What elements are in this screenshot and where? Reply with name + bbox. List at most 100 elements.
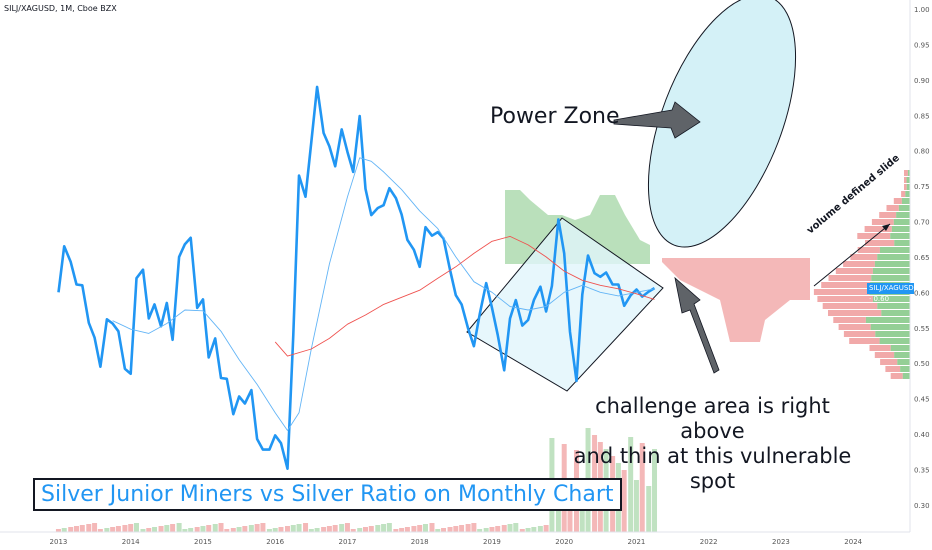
volume-profile-bar xyxy=(833,317,866,323)
volume-profile-bar xyxy=(865,317,910,323)
volume-bar xyxy=(441,528,447,532)
volume-bar xyxy=(74,526,80,532)
volume-bar xyxy=(133,523,139,532)
volume-bar xyxy=(344,523,350,532)
volume-bar xyxy=(628,437,634,532)
annotation-arrows xyxy=(613,101,891,374)
volume-bar xyxy=(531,527,537,532)
volume-bar xyxy=(447,527,453,532)
y-tick-label: 0.90 xyxy=(914,77,930,85)
x-tick-label: 2023 xyxy=(772,538,790,546)
volume-bar xyxy=(200,526,206,532)
x-tick-label: 2019 xyxy=(483,538,501,546)
volume-profile-bar xyxy=(850,254,878,260)
volume-bar xyxy=(639,443,645,532)
volume-bar xyxy=(61,528,67,532)
volume-profile-bar xyxy=(906,184,910,190)
volume-bar xyxy=(86,524,92,532)
x-tick-label: 2016 xyxy=(266,538,284,546)
volume-bar xyxy=(465,524,471,532)
volume-profile-bar xyxy=(828,275,872,281)
volume-bar xyxy=(489,527,495,532)
volume-profile-bar xyxy=(869,345,891,351)
volume-profile-bar xyxy=(886,205,899,211)
volume-bar xyxy=(170,524,176,532)
power-zone-arrow xyxy=(613,101,701,139)
volume-profile-bar xyxy=(874,352,895,358)
volume-profile-bar xyxy=(813,289,870,295)
volume-bar xyxy=(519,529,525,532)
volume-bar xyxy=(326,526,332,532)
volume-profile-bar xyxy=(900,366,910,372)
volume-bar xyxy=(404,527,410,532)
chart-ticker-label: SILJ/XAGUSD, 1M, Cboe BZX xyxy=(4,4,117,13)
volume-profile-bar xyxy=(905,191,910,197)
volume-bar xyxy=(152,527,158,532)
volume-bar xyxy=(507,524,513,532)
volume-bar xyxy=(314,528,320,532)
challenge-line-2: and thin at this vulnerable spot xyxy=(573,444,852,493)
volume-profile-bar xyxy=(890,233,910,239)
volume-bar xyxy=(501,525,507,532)
session-profile-red xyxy=(662,258,810,342)
volume-profile-bar xyxy=(879,247,910,253)
volume-bar xyxy=(248,525,254,532)
volume-bar xyxy=(471,523,477,532)
volume-profile-bar xyxy=(893,219,910,225)
x-tick-label: 2020 xyxy=(555,538,573,546)
challenge-arrow xyxy=(674,276,720,374)
y-tick-label: 0.30 xyxy=(914,502,930,510)
volume-bar xyxy=(308,529,314,532)
y-tick-label: 0.70 xyxy=(914,219,930,227)
volume-bar xyxy=(357,528,363,532)
volume-bar xyxy=(537,526,543,532)
volume-bar xyxy=(381,524,387,532)
slide-arrow-line xyxy=(813,223,891,287)
volume-profile-bar xyxy=(879,338,910,344)
volume-profile-bar xyxy=(857,233,891,239)
volume-bar xyxy=(513,523,519,532)
volume-bar xyxy=(92,523,98,532)
volume-bar xyxy=(303,523,309,532)
volume-bar xyxy=(429,523,435,532)
volume-bar xyxy=(284,526,290,532)
volume-bar xyxy=(579,493,585,532)
volume-profile-bar xyxy=(849,338,880,344)
volume-profile-bar xyxy=(902,373,910,379)
volume-profile-bar xyxy=(896,212,910,218)
y-tick-label: 0.65 xyxy=(914,254,930,262)
volume-bar xyxy=(176,523,182,532)
volume-bar xyxy=(422,524,428,532)
volume-bar xyxy=(393,529,399,532)
volume-bar xyxy=(646,486,652,532)
volume-profile-bar xyxy=(880,359,898,365)
x-tick-label: 2015 xyxy=(194,538,212,546)
volume-bar xyxy=(110,527,116,532)
volume-profile-bar xyxy=(891,226,910,232)
last-price-tag: SILJ/XAGUSD · 0.60 xyxy=(867,283,914,303)
volume-profile-bar xyxy=(898,205,910,211)
volume-bar xyxy=(495,526,501,532)
volume-bar xyxy=(260,523,266,532)
volume-bar xyxy=(122,525,128,532)
volume-profile-bar xyxy=(906,177,910,183)
slide-arrow-head xyxy=(882,224,890,231)
volume-profile-bar xyxy=(864,226,892,232)
volume-profile-bar xyxy=(843,331,876,337)
volume-bar xyxy=(128,524,134,532)
volume-bar xyxy=(188,528,194,532)
x-tick-label: 2021 xyxy=(628,538,646,546)
volume-bar xyxy=(242,526,248,532)
volume-profile-bar xyxy=(897,359,910,365)
triangle-channel xyxy=(466,217,664,392)
volume-profile-bar xyxy=(877,303,910,309)
volume-profile-bar xyxy=(890,345,910,351)
y-tick-label: 1.00 xyxy=(914,6,930,14)
volume-profile-bar xyxy=(875,331,910,337)
volume-bar xyxy=(321,527,327,532)
volume-bar xyxy=(375,525,381,532)
y-tick-label: 0.95 xyxy=(914,41,930,49)
volume-profile-bar xyxy=(877,254,910,260)
volume-profile-bar xyxy=(821,282,871,288)
